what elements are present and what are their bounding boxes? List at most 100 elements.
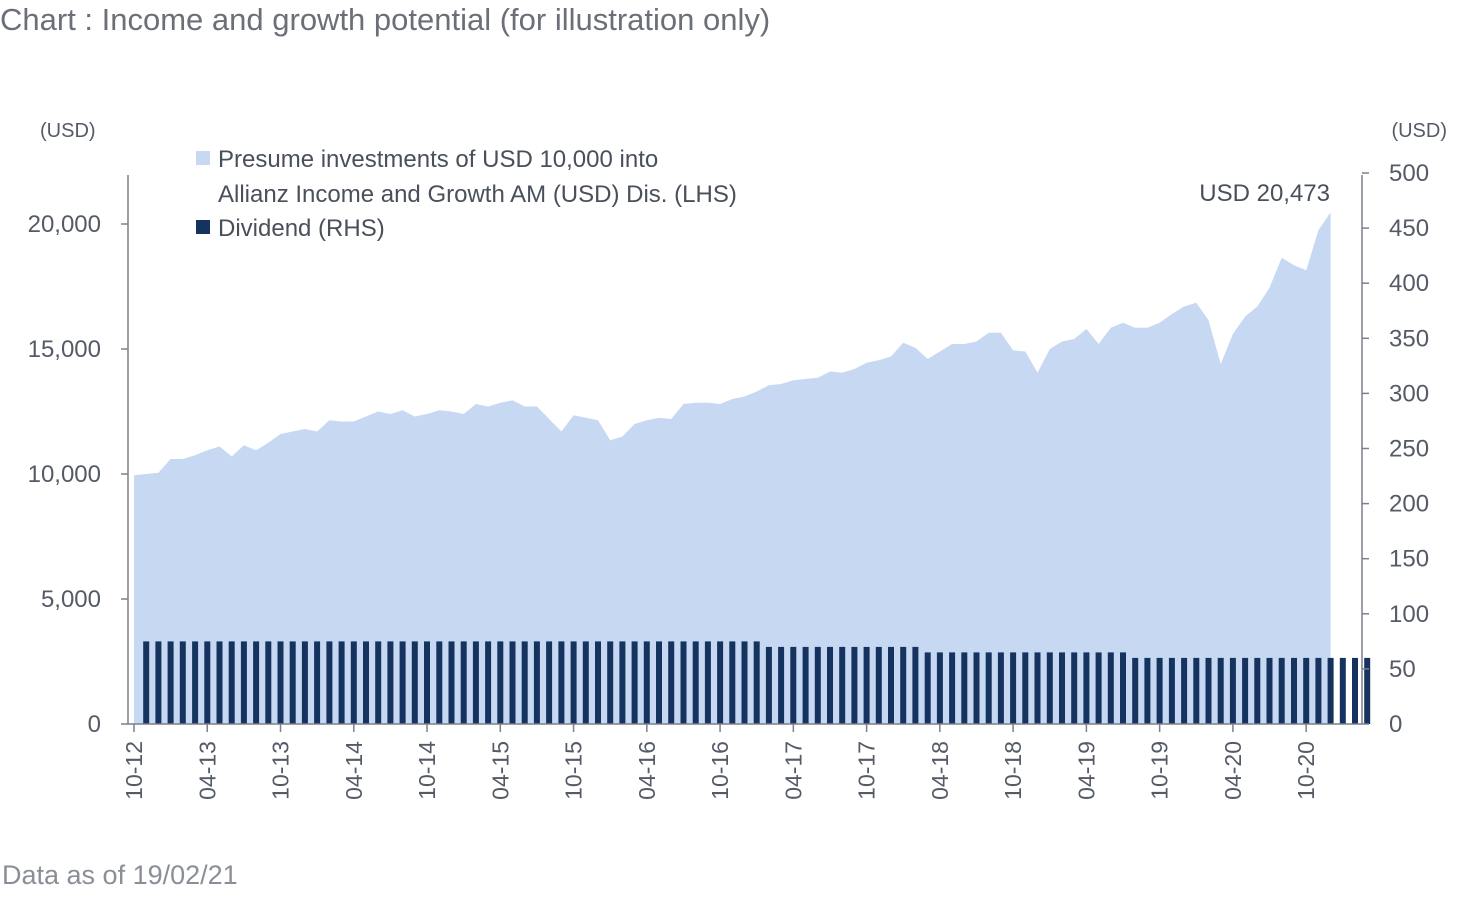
dividend-bar bbox=[253, 641, 260, 724]
dividend-bar bbox=[1156, 657, 1163, 724]
left-axis-tick-label: 15,000 bbox=[28, 336, 101, 363]
dividend-bar bbox=[375, 641, 382, 724]
dividend-bar bbox=[973, 652, 980, 724]
dividend-bar bbox=[216, 641, 223, 724]
final-value-annotation: USD 20,473 bbox=[1199, 180, 1330, 207]
dividend-bar bbox=[741, 641, 748, 724]
dividend-bar bbox=[900, 646, 907, 724]
dividend-bar bbox=[936, 652, 943, 724]
dividend-bar bbox=[497, 641, 504, 724]
dividend-bar bbox=[668, 641, 675, 724]
x-axis-tick-label: 10-19 bbox=[1147, 741, 1173, 800]
right-axis-tick-label: 50 bbox=[1389, 656, 1416, 683]
dividend-bar bbox=[1010, 652, 1017, 724]
dividend-bar bbox=[851, 646, 858, 724]
dividend-bar bbox=[1327, 657, 1334, 724]
legend-swatch-dividend bbox=[196, 220, 210, 234]
dividend-bar bbox=[350, 641, 357, 724]
dividend-bar bbox=[704, 641, 711, 724]
dividend-bar bbox=[1242, 657, 1249, 724]
dividend-bar bbox=[1291, 657, 1297, 724]
dividend-bar bbox=[167, 641, 174, 724]
dividend-bar bbox=[1132, 657, 1139, 724]
dividend-bar bbox=[875, 646, 882, 724]
bar-layer bbox=[143, 641, 1371, 724]
dividend-bar bbox=[997, 652, 1004, 724]
dividend-bar bbox=[1083, 652, 1090, 724]
dividend-bar bbox=[1071, 652, 1078, 724]
dividend-bar bbox=[179, 641, 186, 724]
dividend-bar bbox=[1254, 657, 1261, 724]
dividend-bar bbox=[1364, 657, 1371, 724]
x-axis-tick-label: 10-16 bbox=[707, 741, 733, 800]
dividend-bar bbox=[472, 641, 479, 724]
dividend-bar bbox=[1205, 657, 1212, 724]
dividend-bar bbox=[912, 646, 919, 724]
dividend-bar bbox=[436, 641, 443, 724]
dividend-bar bbox=[1339, 657, 1346, 724]
area-series-investment bbox=[134, 212, 1331, 724]
dividend-bar bbox=[301, 641, 308, 724]
x-axis-tick-label: 10-18 bbox=[1000, 741, 1026, 800]
dividend-bar bbox=[521, 641, 528, 724]
dividend-bar bbox=[338, 641, 345, 724]
dividend-bar bbox=[631, 641, 638, 724]
dividend-bar bbox=[607, 641, 614, 724]
dividend-bar bbox=[814, 646, 821, 724]
dividend-bar bbox=[1022, 652, 1029, 724]
dividend-bar bbox=[1193, 657, 1200, 724]
dividend-bar bbox=[265, 641, 272, 724]
dividend-bar bbox=[1278, 657, 1285, 724]
chart-title: Chart : Income and growth potential (for… bbox=[0, 2, 771, 37]
x-axis-tick-label: 04-15 bbox=[487, 741, 513, 800]
legend-swatch-area bbox=[196, 151, 210, 165]
dividend-bar bbox=[656, 641, 662, 724]
x-axis-tick-label: 04-19 bbox=[1073, 741, 1099, 800]
x-axis-tick-label: 04-14 bbox=[341, 741, 367, 800]
dividend-bar bbox=[411, 641, 418, 724]
x-axis-tick-label: 10-14 bbox=[414, 741, 440, 800]
dividend-bar bbox=[387, 641, 394, 724]
right-axis-tick-label: 100 bbox=[1389, 601, 1429, 628]
right-axis-unit: (USD) bbox=[1391, 120, 1447, 142]
dividend-bar bbox=[192, 641, 199, 724]
dividend-bar bbox=[1107, 652, 1114, 724]
x-axis-tick-label: 10-12 bbox=[121, 741, 147, 800]
x-axis-tick-label: 10-20 bbox=[1293, 741, 1319, 800]
right-axis-tick-label: 350 bbox=[1389, 325, 1429, 352]
dividend-bar bbox=[729, 641, 736, 724]
legend: Presume investments of USD 10,000 into A… bbox=[196, 146, 737, 242]
dividend-bar bbox=[228, 641, 235, 724]
dividend-bar bbox=[558, 641, 565, 724]
legend-label-area-line1: Presume investments of USD 10,000 into bbox=[218, 146, 658, 173]
dividend-bar bbox=[961, 652, 968, 724]
right-axis-tick-label: 200 bbox=[1389, 491, 1429, 518]
dividend-bar bbox=[289, 641, 296, 724]
dividend-bar bbox=[619, 641, 626, 724]
x-axis-tick-label: 10-15 bbox=[561, 741, 587, 800]
data-date-note: Data as of 19/02/21 bbox=[2, 860, 238, 890]
left-axis-tick-label: 0 bbox=[88, 711, 101, 738]
dividend-bar bbox=[985, 652, 992, 724]
dividend-bar bbox=[1315, 657, 1322, 724]
x-axis-tick-label: 04-13 bbox=[194, 741, 220, 800]
left-axis-tick-label: 20,000 bbox=[28, 211, 101, 238]
dividend-bar bbox=[485, 641, 492, 724]
area-layer bbox=[134, 212, 1331, 724]
dividend-bar bbox=[778, 646, 785, 724]
dividend-bar bbox=[1034, 652, 1041, 724]
left-axis-tick-label: 10,000 bbox=[28, 461, 101, 488]
dividend-bar bbox=[1229, 657, 1236, 724]
right-axis-tick-label: 250 bbox=[1389, 436, 1429, 463]
x-axis-tick-label: 04-18 bbox=[927, 741, 953, 800]
dividend-bar bbox=[509, 641, 516, 724]
dividend-bar bbox=[827, 646, 833, 724]
dividend-bar bbox=[839, 646, 846, 724]
dividend-bar bbox=[1059, 652, 1065, 724]
right-axis-tick-label: 450 bbox=[1389, 215, 1429, 242]
dividend-bar bbox=[595, 641, 601, 724]
legend-label-area-line2: Allianz Income and Growth AM (USD) Dis. … bbox=[218, 181, 737, 208]
x-axis-tick-label: 04-16 bbox=[634, 741, 660, 800]
right-axis-tick-label: 150 bbox=[1389, 546, 1429, 573]
